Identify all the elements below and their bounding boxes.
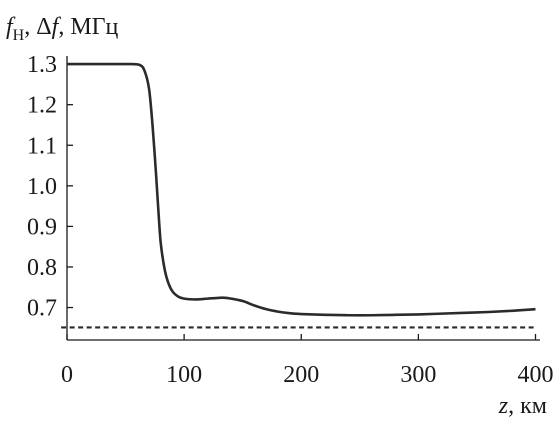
svg-text:fH, Δf, МГц: fH, Δf, МГц (6, 14, 119, 44)
x-tick-label: 400 (518, 362, 554, 388)
y-axis-title-delta: Δ (36, 14, 51, 40)
y-tick-label: 0.7 (27, 296, 57, 322)
x-ticks: 0 100 200 300 400 (61, 334, 554, 388)
series-group (61, 62, 536, 329)
y-axis-title-delta-f: f (52, 14, 62, 40)
solid-series-line (67, 62, 536, 317)
x-axis-title: z, км (498, 393, 547, 419)
x-tick-label: 300 (400, 362, 436, 388)
y-tick-label: 0.8 (27, 255, 57, 281)
y-axis-title-sep: , (24, 14, 36, 40)
y-axis-title-units: , МГц (58, 14, 118, 40)
y-axis-title-f: f (6, 14, 16, 40)
y-tick-label: 1.1 (27, 133, 57, 159)
x-tick-label: 200 (283, 362, 319, 388)
x-tick-label: 100 (166, 362, 202, 388)
x-axis-title-symbol: z (498, 393, 509, 419)
y-tick-label: 1.0 (27, 174, 57, 200)
y-axis-title: fH, Δf, МГц (6, 14, 119, 44)
y-tick-label: 0.9 (27, 214, 57, 240)
x-tick-label: 0 (61, 362, 73, 388)
y-tick-label: 1.3 (27, 52, 57, 78)
y-ticks: 1.3 1.2 1.1 1.0 0.9 0.8 0.7 (27, 52, 73, 322)
x-axis-title-units: , км (508, 393, 547, 419)
y-tick-label: 1.2 (27, 93, 57, 119)
svg-text:z, км: z, км (498, 393, 547, 419)
y-axis-title-subscript: H (13, 27, 25, 44)
